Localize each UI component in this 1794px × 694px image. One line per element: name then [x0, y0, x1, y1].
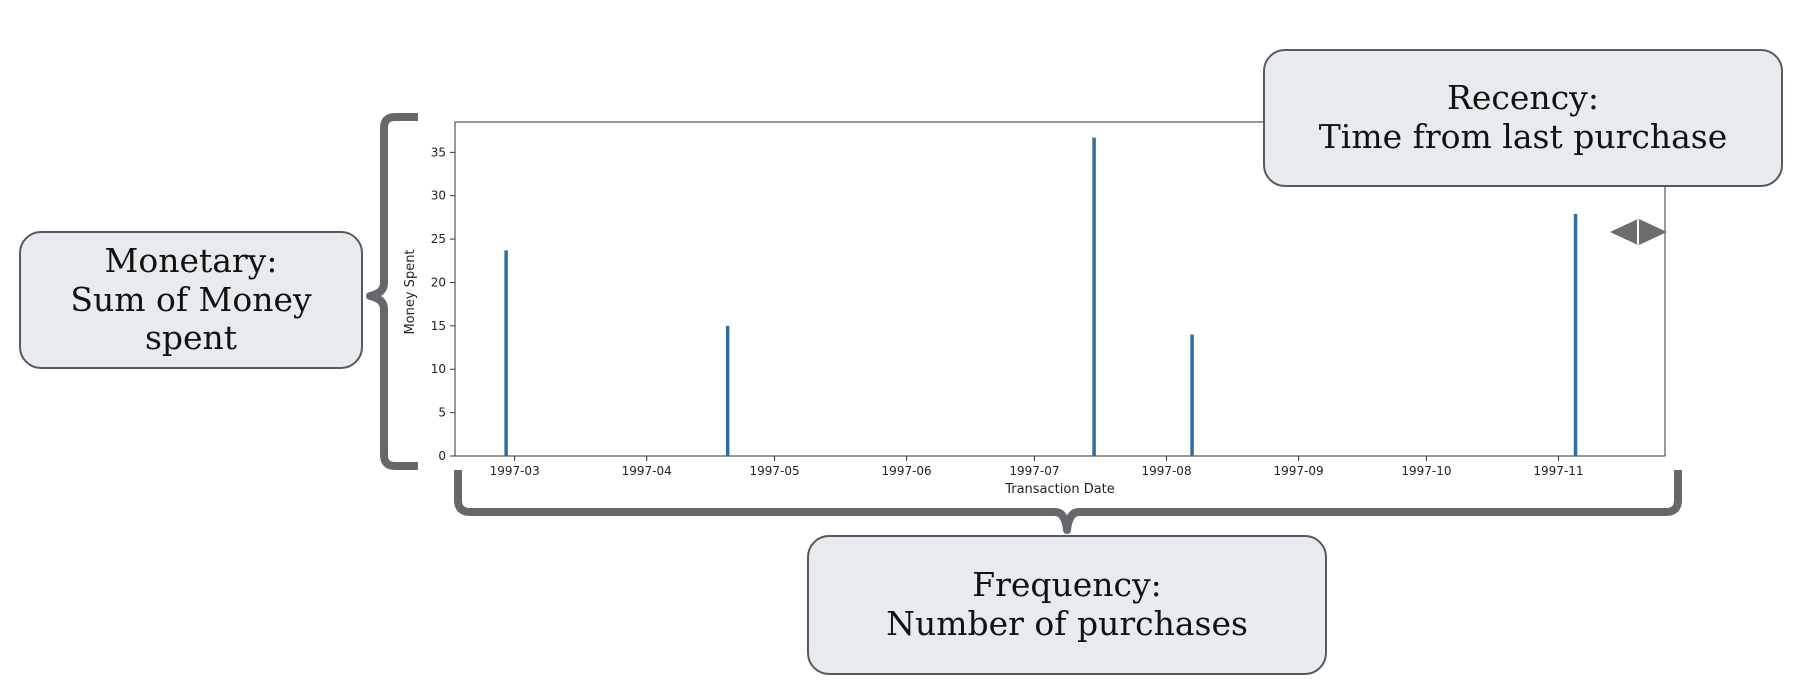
y-tick-label: 5	[438, 406, 446, 420]
y-tick-label: 0	[438, 449, 446, 463]
transaction-bar	[1092, 137, 1096, 456]
monetary-callout: Monetary: Sum of Money spent	[19, 231, 363, 369]
frequency-desc: Number of purchases	[886, 604, 1248, 643]
x-tick-label: 1997-06	[882, 464, 932, 478]
x-tick-label: 1997-03	[490, 464, 540, 478]
monetary-desc-line1: Sum of Money	[70, 279, 312, 319]
frequency-callout: Frequency: Number of purchases	[807, 535, 1327, 675]
plot-frame	[454, 121, 1666, 457]
monetary-desc-line2: spent	[144, 318, 238, 358]
y-tick-label: 30	[431, 189, 446, 203]
recency-callout: Recency: Time from last purchase	[1263, 49, 1783, 187]
frequency-title: Frequency:	[972, 565, 1162, 605]
bars	[504, 137, 1578, 456]
x-tick-label: 1997-10	[1401, 464, 1451, 478]
y-tick-label: 15	[431, 319, 446, 333]
transaction-bar	[1573, 213, 1578, 456]
x-tick-label: 1997-07	[1009, 464, 1059, 478]
y-tick-label: 10	[431, 362, 446, 376]
x-axis: 1997-03 1997-04 1997-05 1997-06 1997-07 1997-…	[490, 456, 1584, 478]
transaction-bar	[1190, 334, 1194, 456]
recency-title: Recency:	[1447, 78, 1599, 118]
y-axis-label: Money Spent	[403, 249, 418, 334]
x-axis-label: Transaction Date	[1004, 482, 1115, 497]
monetary-title: Monetary:	[104, 240, 278, 280]
x-tick-label: 1997-11	[1533, 464, 1583, 478]
monetary-bracket	[366, 113, 418, 470]
y-axis: 0 5 10 15 20 25 30 35	[431, 145, 455, 463]
x-tick-label: 1997-08	[1141, 464, 1191, 478]
recency-arrow-left-head	[1610, 219, 1638, 245]
x-tick-label: 1997-05	[749, 464, 799, 478]
transaction-bar	[725, 325, 730, 456]
transaction-bar	[504, 250, 508, 456]
frequency-bracket	[454, 470, 1682, 534]
y-tick-label: 25	[431, 232, 446, 246]
recency-arrow-right-head	[1639, 219, 1667, 245]
x-tick-label: 1997-09	[1274, 464, 1324, 478]
recency-desc: Time from last purchase	[1318, 117, 1728, 156]
y-tick-label: 35	[431, 145, 446, 159]
y-tick-label: 20	[431, 275, 446, 289]
x-tick-label: 1997-04	[622, 464, 672, 478]
recency-arrow	[1610, 219, 1667, 245]
